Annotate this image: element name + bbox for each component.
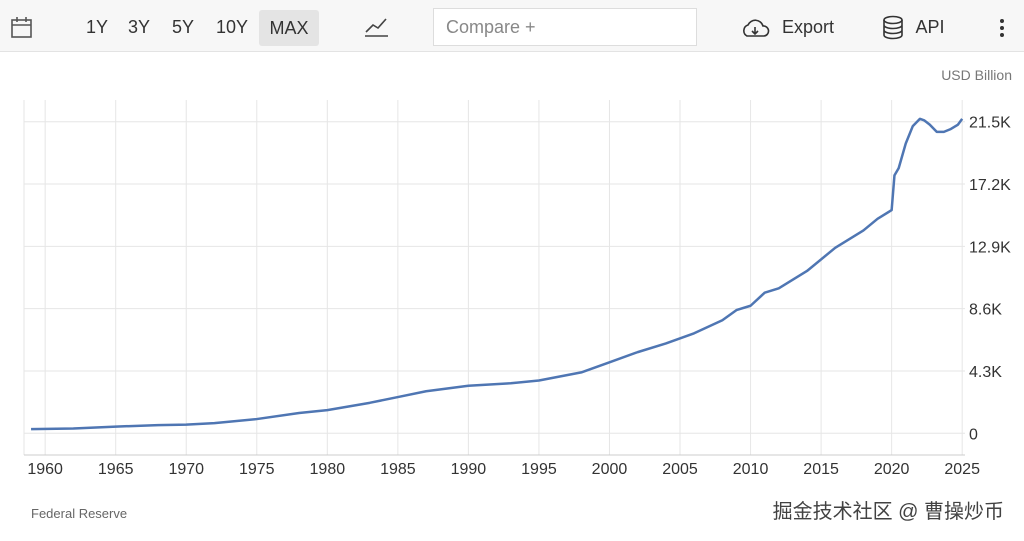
x-tick-label: 1970 (168, 461, 204, 478)
y-tick-label: 0 (969, 426, 978, 443)
x-tick-label: 1965 (98, 461, 134, 478)
data-line (31, 117, 964, 431)
range-button[interactable]: MAX (259, 10, 319, 46)
range-button[interactable]: 3Y (127, 17, 151, 37)
x-tick-label: 1980 (310, 461, 346, 478)
x-tick-label: 2005 (662, 461, 698, 478)
x-tick-label: 2010 (733, 461, 769, 478)
x-tick-label: 2025 (944, 461, 980, 478)
x-tick-label: 2020 (874, 461, 910, 478)
x-tick-label: 2000 (592, 461, 628, 478)
source: Federal Reserve (31, 506, 127, 521)
chart: USD Billion Federal Reserve 掘金技术社区 @ 曹操炒… (23, 67, 1012, 523)
export-button[interactable]: Export (781, 17, 835, 37)
chart-type-icon[interactable] (364, 16, 390, 38)
api-icon[interactable] (882, 15, 904, 41)
y-tick-label: 12.9K (969, 239, 1011, 256)
y-tick-label: 21.5K (969, 115, 1011, 132)
api-button[interactable]: API (915, 17, 945, 37)
y-tick-label: 4.3K (969, 364, 1002, 381)
toolbar: 1Y 3Y 5Y 10Y MAX Compare + Export API (0, 0, 1024, 52)
x-tick-label: 2015 (803, 461, 839, 478)
compare-input[interactable]: Compare + (433, 8, 697, 46)
export-icon[interactable] (739, 18, 771, 40)
x-tick-label: 1995 (521, 461, 557, 478)
x-tick-label: 1960 (27, 461, 63, 478)
calendar-icon[interactable] (10, 16, 34, 40)
range-button[interactable]: 1Y (85, 17, 109, 37)
x-tick-label: 1985 (380, 461, 416, 478)
y-tick-label: 8.6K (969, 302, 1002, 319)
watermark: 掘金技术社区 @ 曹操炒币 (773, 500, 1004, 523)
x-tick-label: 1975 (239, 461, 275, 478)
range-button[interactable]: 10Y (215, 17, 249, 37)
menu-icon[interactable] (998, 18, 1006, 40)
y-tick-label: 17.2K (969, 177, 1011, 194)
range-button[interactable]: 5Y (171, 17, 195, 37)
unit-label: USD Billion (941, 67, 1012, 83)
x-tick-label: 1990 (451, 461, 487, 478)
